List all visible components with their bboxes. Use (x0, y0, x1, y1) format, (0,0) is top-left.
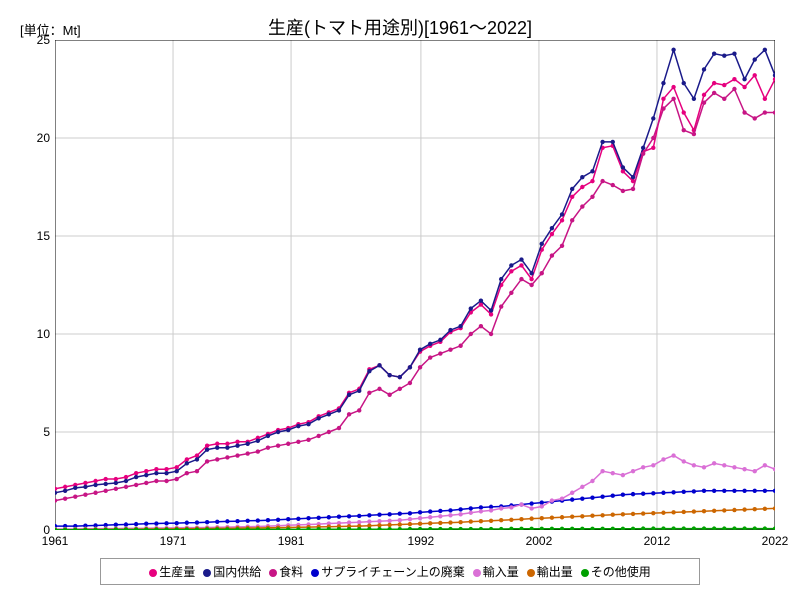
legend-marker (269, 569, 277, 577)
legend-label: サプライチェーン上の廃棄 (321, 565, 464, 579)
legend-label: その他使用 (591, 565, 651, 579)
y-tick-label: 20 (10, 131, 50, 145)
legend-item: 国内供給 (203, 563, 261, 580)
legend-marker (203, 569, 211, 577)
legend-label: 食料 (279, 565, 303, 579)
y-tick-label: 5 (10, 425, 50, 439)
legend-marker (581, 569, 589, 577)
y-tick-label: 25 (10, 33, 50, 47)
chart-title: 生産(トマト用途別)[1961～2022] (268, 14, 532, 40)
legend-label: 輸出量 (537, 565, 573, 579)
legend-label: 生産量 (159, 565, 195, 579)
legend-item: 輸出量 (527, 563, 573, 580)
legend-marker (473, 569, 481, 577)
legend-label: 国内供給 (213, 565, 261, 579)
chart-container: [単位：Mt] 生産(トマト用途別)[1961～2022] 0510152025… (0, 0, 800, 600)
legend-item: 輸入量 (473, 563, 519, 580)
plot-area (55, 40, 775, 530)
x-tick-label: 1992 (408, 534, 435, 548)
legend-item: その他使用 (581, 563, 651, 580)
x-tick-label: 2022 (762, 534, 789, 548)
legend-item: サプライチェーン上の廃棄 (311, 563, 464, 580)
y-tick-label: 10 (10, 327, 50, 341)
y-tick-label: 15 (10, 229, 50, 243)
legend-item: 生産量 (149, 563, 195, 580)
x-tick-label: 2012 (644, 534, 671, 548)
x-tick-label: 1971 (160, 534, 187, 548)
legend: 生産量 国内供給 食料 サプライチェーン上の廃棄 輸入量 輸出量 その他使用 (100, 558, 700, 585)
legend-marker (311, 569, 319, 577)
x-tick-label: 2002 (526, 534, 553, 548)
legend-marker (527, 569, 535, 577)
x-tick-label: 1961 (42, 534, 69, 548)
legend-item: 食料 (269, 563, 303, 580)
legend-marker (149, 569, 157, 577)
chart-svg (55, 40, 775, 530)
x-tick-label: 1981 (278, 534, 305, 548)
legend-label: 輸入量 (483, 565, 519, 579)
